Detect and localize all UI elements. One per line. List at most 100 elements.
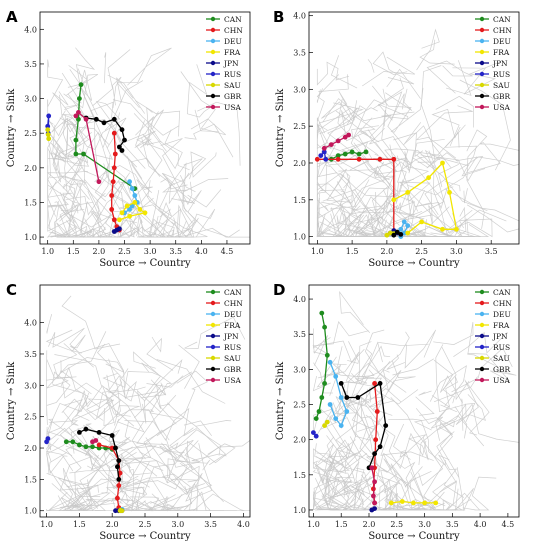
background-trajectory — [66, 131, 92, 186]
panel-letter: A — [6, 8, 18, 26]
series-point-gbr — [119, 148, 125, 153]
background-trajectory — [313, 328, 331, 366]
legend-marker-gbr — [210, 93, 216, 99]
background-trajectory — [316, 168, 347, 197]
series-point-jpn — [113, 508, 118, 514]
legend: CAN CHN DEU FRA JPN RUS SAU GBR USA — [206, 15, 243, 112]
background-trajectory — [320, 340, 365, 364]
series-point-chn — [109, 207, 115, 212]
background-trajectory — [315, 502, 348, 511]
background-trajectory — [47, 165, 72, 207]
background-trajectory — [112, 76, 122, 109]
background-trajectory — [357, 179, 404, 236]
series-point-gbr — [338, 381, 344, 386]
legend-label-rus: RUS — [493, 343, 510, 352]
series-point-sau — [46, 136, 52, 142]
y-tick-label: 2.0 — [24, 444, 37, 453]
legend-label-usa: USA — [493, 103, 510, 112]
y-tick-label: 3.0 — [24, 381, 37, 390]
background-trajectory — [124, 407, 197, 441]
series-point-sau — [45, 132, 51, 138]
background-trajectory — [318, 346, 343, 379]
series-point-gbr — [117, 144, 122, 150]
background-trajectory — [365, 451, 416, 480]
background-trajectory — [48, 452, 67, 470]
x-tick-label: 2.0 — [381, 247, 394, 256]
background-trajectory — [365, 388, 434, 461]
legend-label-chn: CHN — [493, 26, 512, 35]
background-trajectory — [431, 376, 470, 408]
background-trajectory — [433, 376, 478, 403]
series-point-gbr — [115, 464, 120, 470]
series-point-can — [363, 149, 369, 155]
x-axis-label: Source → Country — [368, 531, 460, 542]
background-trajectory — [131, 440, 188, 490]
legend-marker-jpn — [479, 60, 485, 66]
background-trajectory — [59, 201, 94, 216]
background-trajectory — [165, 438, 250, 468]
legend-label-jpn: JPN — [223, 59, 239, 68]
series-point-can — [319, 310, 325, 316]
background-trajectory — [65, 445, 82, 499]
background-trajectory — [319, 107, 378, 135]
background-trajectory — [312, 469, 366, 496]
legend-label-deu: DEU — [493, 37, 511, 46]
background-trajectory — [86, 210, 122, 238]
background-trajectory — [445, 209, 493, 238]
panel-letter: B — [273, 8, 284, 26]
background-trajectory — [446, 60, 472, 96]
background-trajectory — [381, 200, 414, 224]
series-point-usa — [342, 134, 348, 140]
background-trajectory — [61, 384, 131, 421]
series-point-fra — [440, 226, 445, 232]
series-point-gbr — [116, 458, 122, 463]
background-trajectory — [46, 505, 127, 512]
background-trajectory — [453, 331, 508, 357]
y-tick-label: 1.0 — [293, 506, 306, 515]
background-trajectory — [424, 156, 519, 215]
series-point-fra — [119, 210, 125, 216]
background-trajectory — [439, 347, 464, 431]
legend-label-fra: FRA — [493, 321, 510, 330]
series-point-rus — [46, 113, 52, 119]
y-axis-label: Country → Sink — [275, 361, 286, 440]
background-trajectory — [314, 477, 371, 511]
background-trajectory — [79, 446, 133, 509]
series-point-deu — [132, 193, 138, 198]
x-tick-label: 4.5 — [221, 247, 234, 256]
series-point-fra — [440, 160, 445, 166]
background-trajectory — [373, 77, 404, 109]
legend-marker-fra — [210, 322, 216, 328]
series-point-fra — [399, 499, 405, 504]
background-trajectory — [316, 189, 351, 220]
background-trajectory — [68, 101, 114, 135]
background-trajectory — [118, 204, 176, 238]
background-trajectory — [328, 459, 432, 511]
background-trajectory — [66, 65, 88, 96]
series-point-gbr — [113, 445, 118, 451]
background-trajectory — [331, 331, 410, 383]
background-trajectory — [136, 219, 165, 238]
background-trajectory — [110, 451, 171, 503]
series-point-can — [316, 409, 322, 414]
background-trajectory — [62, 382, 114, 408]
background-trajectory — [116, 47, 172, 109]
background-trajectory — [161, 173, 195, 212]
background-trajectory — [361, 345, 391, 378]
background-trajectory — [322, 436, 336, 497]
legend-marker-usa — [479, 377, 485, 383]
series-point-jpn — [372, 506, 377, 511]
x-tick-label: 4.0 — [195, 247, 208, 256]
background-trajectory — [426, 60, 473, 94]
background-trajectory — [111, 491, 129, 512]
background-trajectory — [159, 208, 171, 238]
background-trajectory — [419, 39, 455, 65]
background-trajectory — [385, 429, 401, 469]
background-trajectory — [415, 105, 473, 159]
series-point-gbr — [355, 395, 361, 400]
series-point-gbr — [116, 477, 122, 482]
background-trajectories — [45, 295, 250, 512]
x-axis-label: Source → Country — [99, 258, 191, 269]
background-trajectory — [48, 327, 85, 353]
plot-frame — [39, 11, 251, 245]
